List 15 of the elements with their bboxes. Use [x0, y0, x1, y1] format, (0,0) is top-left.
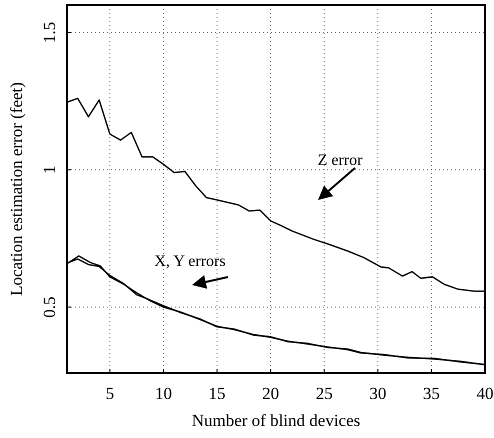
annotation: Z error	[318, 152, 364, 169]
x-tick-label: 10	[154, 384, 172, 403]
y-tick-label: 0.5	[40, 296, 59, 318]
x-tick-label: 35	[422, 384, 440, 403]
annotation: X, Y errors	[154, 253, 226, 270]
x-tick-label: 5	[106, 384, 114, 403]
x-tick-label: 25	[316, 384, 333, 403]
x-tick-label: 40	[476, 384, 494, 403]
x-axis-title: Number of blind devices	[192, 411, 360, 430]
x-tick-label: 30	[369, 384, 386, 403]
y-axis-title: Location estimation error (feet)	[7, 82, 26, 296]
y-tick-label: 1	[40, 166, 59, 174]
y-tick-label: 1.5	[40, 22, 59, 44]
x-tick-label: 15	[208, 384, 226, 403]
x-tick-label: 20	[262, 384, 280, 403]
